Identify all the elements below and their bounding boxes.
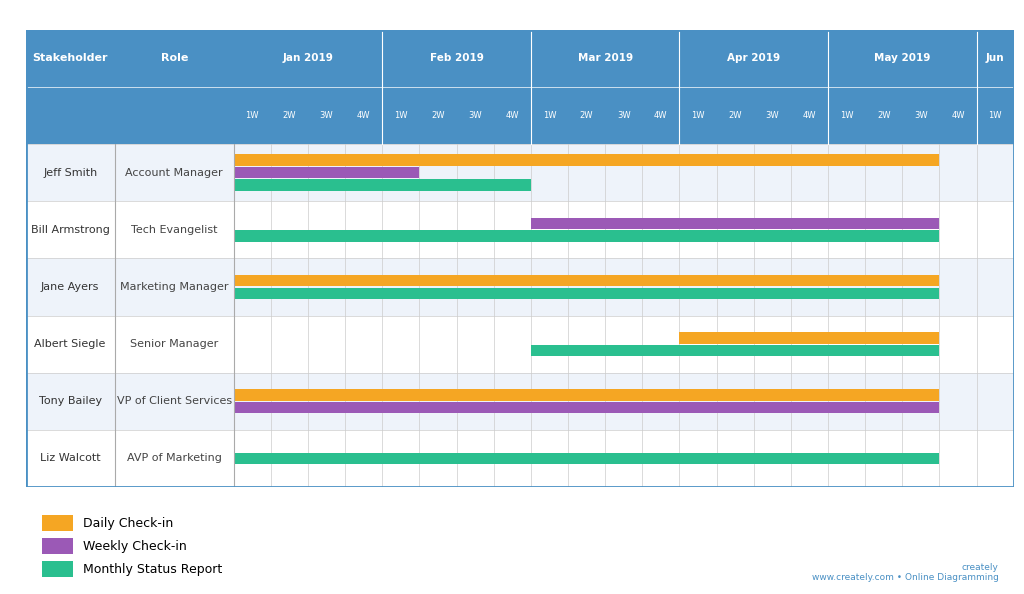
Text: 3W: 3W	[319, 111, 334, 120]
Text: Marketing Manager: Marketing Manager	[120, 282, 228, 292]
Text: 2W: 2W	[431, 111, 444, 120]
Text: Tony Bailey: Tony Bailey	[39, 396, 101, 406]
Text: 2W: 2W	[283, 111, 296, 120]
Text: 3W: 3W	[616, 111, 631, 120]
Bar	[530, 218, 939, 229]
Text: 4W: 4W	[803, 111, 816, 120]
Text: 1W: 1W	[394, 111, 408, 120]
Bar	[233, 453, 939, 465]
Bar	[233, 389, 939, 401]
Text: 3W: 3W	[766, 111, 779, 120]
Bar	[233, 167, 420, 178]
Text: 1W: 1W	[988, 111, 1001, 120]
Text: creately
www.creately.com • Online Diagramming: creately www.creately.com • Online Diagr…	[812, 563, 998, 582]
Bar	[233, 230, 939, 242]
Bar	[530, 345, 939, 356]
Text: 1W: 1W	[543, 111, 556, 120]
Text: May 2019: May 2019	[874, 53, 931, 64]
Text: 1W: 1W	[840, 111, 853, 120]
Bar	[26, 30, 1014, 87]
Text: Stakeholder: Stakeholder	[33, 53, 108, 64]
Text: 3W: 3W	[468, 111, 482, 120]
Bar	[233, 287, 939, 299]
Text: 3W: 3W	[914, 111, 928, 120]
Text: Role: Role	[161, 53, 187, 64]
Bar	[26, 258, 1014, 315]
Text: 2W: 2W	[728, 111, 742, 120]
Bar	[233, 154, 939, 166]
Text: Jun: Jun	[986, 53, 1005, 64]
Text: 1W: 1W	[691, 111, 705, 120]
Text: VP of Client Services: VP of Client Services	[117, 396, 231, 406]
Text: Feb 2019: Feb 2019	[430, 53, 483, 64]
Text: Jane Ayers: Jane Ayers	[41, 282, 99, 292]
Bar	[233, 179, 530, 191]
Text: Apr 2019: Apr 2019	[727, 53, 780, 64]
Text: 4W: 4W	[654, 111, 668, 120]
Text: 4W: 4W	[951, 111, 965, 120]
Text: Liz Walcott: Liz Walcott	[40, 453, 100, 463]
Text: Jan 2019: Jan 2019	[283, 53, 334, 64]
Legend: Daily Check-in, Weekly Check-in, Monthly Status Report: Daily Check-in, Weekly Check-in, Monthly…	[37, 510, 227, 582]
Text: Jeff Smith: Jeff Smith	[43, 168, 97, 178]
Text: Account Manager: Account Manager	[125, 168, 223, 178]
Bar	[233, 402, 939, 413]
Text: Tech Evangelist: Tech Evangelist	[131, 225, 217, 235]
Bar	[26, 87, 1014, 144]
Text: 2W: 2W	[580, 111, 593, 120]
Text: 4W: 4W	[506, 111, 519, 120]
Bar	[26, 144, 1014, 201]
Text: 2W: 2W	[877, 111, 891, 120]
Bar	[26, 373, 1014, 430]
Text: Albert Siegle: Albert Siegle	[35, 339, 105, 349]
Text: Bill Armstrong: Bill Armstrong	[31, 225, 110, 235]
Text: Senior Manager: Senior Manager	[130, 339, 218, 349]
Text: 1W: 1W	[246, 111, 259, 120]
Text: Mar 2019: Mar 2019	[578, 53, 633, 64]
Bar	[26, 430, 1014, 487]
Text: AVP of Marketing: AVP of Marketing	[127, 453, 221, 463]
Bar	[233, 275, 939, 286]
Bar	[679, 332, 939, 343]
Bar	[26, 201, 1014, 258]
Bar	[26, 315, 1014, 373]
Text: 4W: 4W	[357, 111, 371, 120]
